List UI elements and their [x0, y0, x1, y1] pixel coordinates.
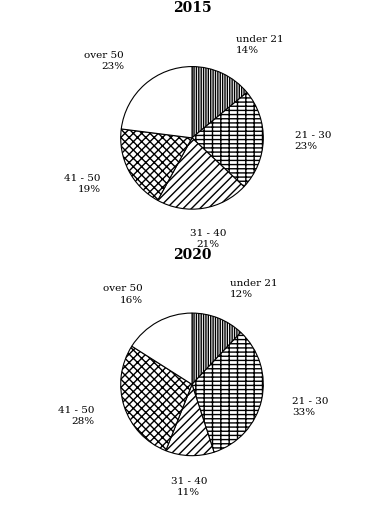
- Text: 31 - 40
21%: 31 - 40 21%: [190, 229, 226, 249]
- Wedge shape: [121, 129, 192, 200]
- Text: 21 - 30
23%: 21 - 30 23%: [295, 131, 331, 151]
- Text: under 21
12%: under 21 12%: [230, 279, 277, 299]
- Text: 41 - 50
28%: 41 - 50 28%: [58, 406, 94, 426]
- Wedge shape: [166, 385, 214, 456]
- Text: over 50
16%: over 50 16%: [103, 284, 142, 305]
- Text: 31 - 40
11%: 31 - 40 11%: [170, 477, 207, 497]
- Title: 2020: 2020: [173, 248, 211, 262]
- Text: over 50
23%: over 50 23%: [84, 51, 124, 71]
- Wedge shape: [132, 313, 192, 385]
- Wedge shape: [192, 332, 263, 452]
- Text: under 21
14%: under 21 14%: [236, 35, 283, 55]
- Wedge shape: [158, 138, 244, 209]
- Wedge shape: [192, 93, 263, 187]
- Wedge shape: [192, 67, 247, 138]
- Wedge shape: [121, 67, 192, 138]
- Wedge shape: [192, 313, 241, 385]
- Text: 21 - 30
33%: 21 - 30 33%: [292, 397, 329, 417]
- Wedge shape: [121, 346, 192, 451]
- Text: 41 - 50
19%: 41 - 50 19%: [64, 175, 101, 195]
- Title: 2015: 2015: [173, 1, 211, 15]
